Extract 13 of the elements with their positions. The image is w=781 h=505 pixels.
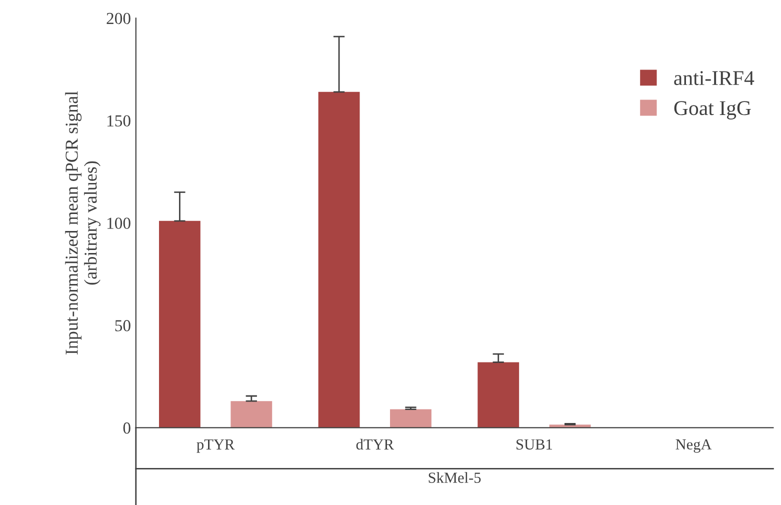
y-tick-label: 0 — [123, 422, 130, 434]
y-tick-label: 50 — [115, 320, 130, 332]
y-tick-label: 100 — [108, 218, 130, 229]
y-axis-title: Input-normalized mean qPCR signal (arbitrary values) — [65, 91, 100, 354]
legend-label: Goat IgG — [674, 101, 751, 120]
x-tick-label: SUB1 — [516, 439, 552, 450]
x-axis-title: SkMel-5 — [428, 472, 481, 483]
legend-label: anti-IRF4 — [674, 71, 754, 86]
x-tick-label: NegA — [676, 439, 712, 453]
x-tick-label: dTYR — [356, 438, 394, 450]
y-tick-label: 150 — [108, 115, 130, 127]
y-tick-label: 200 — [106, 12, 130, 24]
x-tick-label: pTYR — [196, 439, 235, 453]
